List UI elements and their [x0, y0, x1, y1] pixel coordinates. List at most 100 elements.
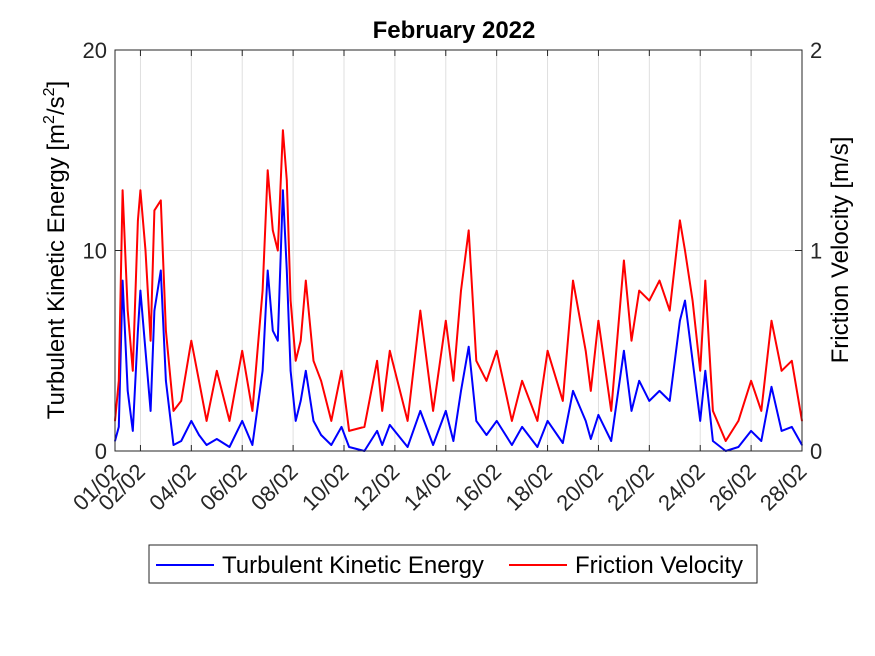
tke-point: [419, 410, 422, 412]
legend-label-tke: Turbulent Kinetic Energy: [222, 552, 484, 579]
friction-velocity-point: [216, 370, 218, 372]
legend-label-friction: Friction Velocity: [575, 552, 743, 579]
tke-point: [584, 420, 587, 422]
y-right-tick-label: 0: [810, 439, 822, 464]
tke-point: [521, 426, 523, 428]
friction-velocity-point: [294, 360, 297, 362]
friction-velocity-point: [198, 380, 200, 382]
friction-velocity-point: [536, 420, 539, 422]
friction-velocity-point: [684, 249, 686, 252]
friction-velocity-point: [118, 380, 120, 382]
friction-velocity-point: [460, 289, 462, 292]
tke-point: [511, 444, 513, 446]
tke-point: [495, 420, 498, 422]
tke-point: [638, 380, 640, 382]
tke-point: [485, 434, 488, 436]
friction-velocity-point: [432, 410, 434, 412]
tke-point: [467, 345, 470, 348]
friction-velocity-point: [750, 380, 752, 382]
friction-velocity-point: [261, 289, 264, 292]
tke-point: [137, 329, 139, 332]
tke-point: [381, 444, 384, 446]
tke-point: [272, 329, 274, 332]
friction-velocity-point: [704, 279, 707, 282]
tke-point: [180, 440, 182, 442]
friction-velocity-point: [638, 289, 640, 292]
friction-velocity-point: [340, 370, 343, 372]
tke-point: [623, 350, 625, 352]
tke-point: [299, 400, 302, 402]
friction-velocity-point: [172, 410, 175, 412]
friction-velocity-point: [511, 420, 513, 422]
tke-point: [684, 299, 686, 302]
friction-velocity-point: [121, 189, 124, 192]
tke-point: [406, 446, 409, 448]
y-left-tick-label: 0: [95, 439, 107, 464]
tke-point: [266, 269, 269, 272]
friction-velocity-point: [584, 350, 587, 352]
friction-velocity-point: [780, 370, 783, 372]
tke-point: [241, 420, 243, 422]
tke-point: [610, 440, 612, 442]
tke-point: [389, 424, 391, 426]
friction-velocity-point: [760, 410, 763, 412]
friction-velocity-point: [139, 189, 142, 192]
tke-point: [286, 269, 288, 272]
friction-velocity-point: [381, 410, 384, 412]
tke-point: [228, 446, 231, 448]
tke-point: [679, 319, 681, 322]
friction-velocity-point: [610, 410, 612, 412]
tke-point: [630, 410, 633, 412]
friction-velocity-point: [406, 420, 409, 422]
friction-velocity-point: [205, 420, 208, 422]
tke-point: [546, 420, 549, 422]
tke-point: [737, 446, 740, 448]
tke-point: [536, 446, 539, 448]
tke-point: [216, 438, 218, 440]
tke-point: [144, 350, 147, 352]
tke-point: [132, 430, 134, 432]
friction-velocity-point: [144, 249, 147, 252]
tke-point: [780, 430, 783, 432]
tke-point: [320, 434, 322, 436]
friction-velocity-point: [495, 350, 498, 352]
tke-point: [190, 420, 193, 422]
friction-velocity-point: [330, 420, 333, 422]
tke-point: [153, 309, 156, 312]
tke-point: [760, 440, 763, 442]
tke-point: [648, 400, 651, 402]
legend[interactable]: Turbulent Kinetic Energy Friction Veloci…: [148, 544, 758, 584]
friction-velocity-point: [363, 426, 366, 428]
friction-velocity-point: [445, 319, 447, 322]
tke-point: [118, 426, 120, 428]
tke-point: [149, 410, 152, 412]
tke-point: [445, 410, 447, 412]
friction-velocity-point: [791, 360, 793, 362]
tke-point: [691, 360, 694, 362]
tke-point: [312, 420, 315, 422]
friction-velocity-point: [597, 319, 600, 322]
friction-velocity-point: [190, 339, 193, 342]
friction-velocity-point: [149, 339, 152, 342]
tke-point: [770, 386, 773, 388]
friction-velocity-point: [668, 309, 671, 312]
plot-frame: [114, 49, 803, 452]
friction-velocity-series-line: [114, 129, 803, 442]
friction-velocity-point: [572, 279, 574, 282]
friction-velocity-point: [699, 370, 701, 372]
tke-point: [572, 390, 574, 392]
y-right-tick-label: 2: [810, 38, 822, 63]
friction-velocity-point: [180, 400, 182, 402]
tke-point: [750, 430, 752, 432]
y-left-axis-label: Turbulent Kinetic Energy [m2/s2]: [41, 81, 70, 419]
friction-velocity-point: [546, 350, 549, 352]
friction-velocity-point: [712, 410, 714, 412]
friction-velocity-point: [648, 299, 651, 302]
series-lines: [114, 129, 803, 452]
tke-point: [712, 440, 714, 442]
y-left-tick-label: 10: [83, 239, 107, 264]
tke-point: [348, 446, 350, 448]
tke-point: [452, 440, 455, 442]
friction-velocity-point: [266, 169, 269, 172]
